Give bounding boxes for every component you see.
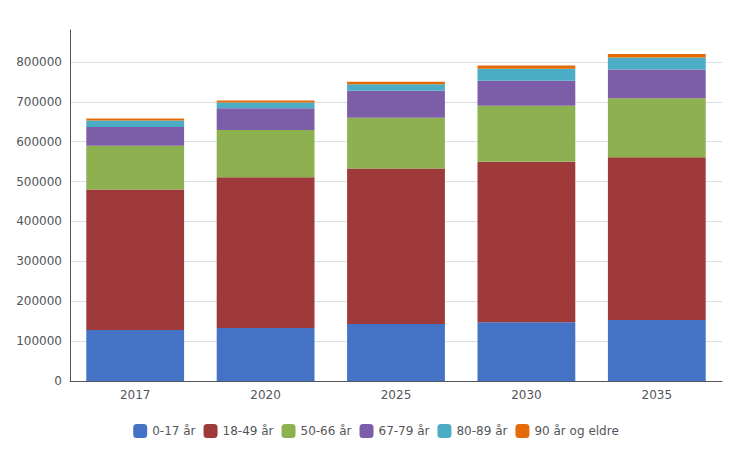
svg-text:18-49 år: 18-49 år: [223, 424, 274, 438]
svg-text:500000: 500000: [16, 175, 62, 189]
svg-text:2025: 2025: [381, 388, 412, 402]
svg-text:67-79 år: 67-79 år: [378, 424, 429, 438]
svg-text:50-66 år: 50-66 år: [301, 424, 352, 438]
svg-text:2017: 2017: [120, 388, 151, 402]
svg-text:2030: 2030: [511, 388, 542, 402]
svg-text:600000: 600000: [16, 135, 62, 149]
svg-text:0: 0: [54, 374, 62, 388]
svg-text:0-17 år: 0-17 år: [152, 424, 195, 438]
svg-text:400000: 400000: [16, 214, 62, 228]
svg-text:700000: 700000: [16, 95, 62, 109]
svg-text:90 år og eldre: 90 år og eldre: [534, 424, 618, 438]
svg-text:100000: 100000: [16, 334, 62, 348]
svg-text:800000: 800000: [16, 55, 62, 69]
svg-text:300000: 300000: [16, 254, 62, 268]
svg-text:80-89 år: 80-89 år: [456, 424, 507, 438]
svg-text:2035: 2035: [642, 388, 673, 402]
svg-text:2020: 2020: [250, 388, 281, 402]
svg-text:200000: 200000: [16, 294, 62, 308]
